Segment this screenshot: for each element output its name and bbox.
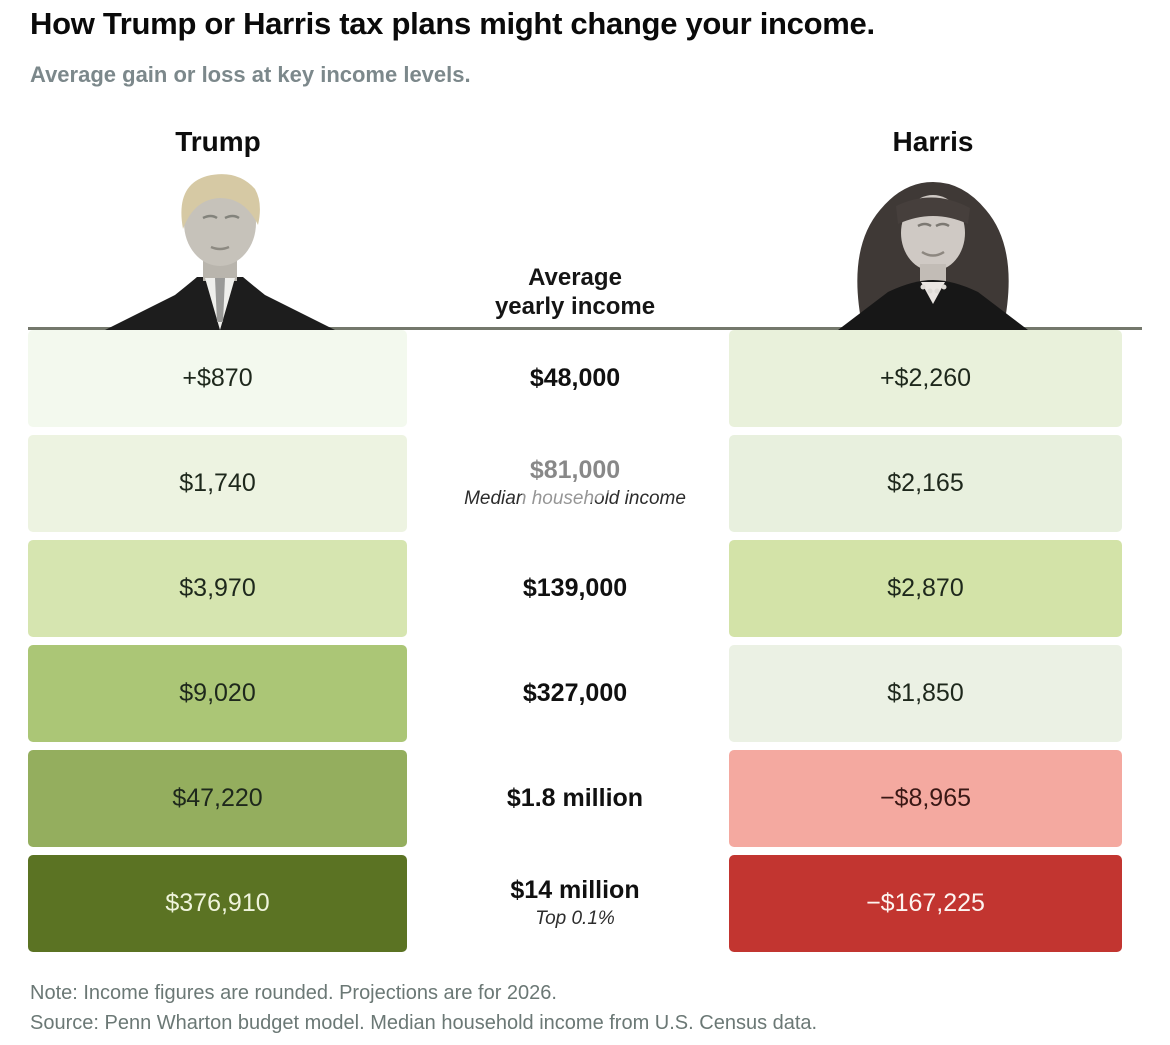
income-cell: $327,000 [407, 645, 729, 742]
trump-change-value: $1,740 [179, 469, 256, 497]
harris-change-cell: $2,870 [729, 540, 1122, 637]
harris-change-value: $1,850 [887, 679, 964, 707]
trump-change-cell: +$870 [28, 330, 407, 427]
harris-change-value: +$2,260 [879, 364, 972, 392]
page-subtitle: Average gain or loss at key income level… [30, 62, 471, 87]
trump-photo [95, 165, 345, 330]
center-header-line2: yearly income [494, 293, 656, 321]
harris-change-value: −$167,225 [866, 889, 985, 917]
play-button[interactable] [512, 396, 652, 536]
harris-change-cell: $1,850 [729, 645, 1122, 742]
trump-change-value: +$870 [182, 364, 253, 392]
trump-change-value: $376,910 [165, 889, 270, 917]
footer: Note: Income figures are rounded. Projec… [30, 978, 1150, 1038]
harris-portrait-graphic [838, 182, 1028, 330]
trump-change-value: $47,220 [172, 784, 263, 812]
income-cell: $1.8 million [407, 750, 729, 847]
footer-note: Note: Income figures are rounded. Projec… [30, 982, 557, 1004]
harris-change-cell: −$167,225 [729, 855, 1122, 952]
trump-portrait-graphic [105, 174, 335, 330]
column-header-harris: Harris [892, 126, 974, 157]
harris-change-cell: $2,165 [729, 435, 1122, 532]
income-value: $139,000 [522, 574, 628, 602]
footer-source: Source: Penn Wharton budget model. Media… [30, 1012, 818, 1034]
page-title: How Trump or Harris tax plans might chan… [30, 6, 875, 41]
trump-change-cell: $3,970 [28, 540, 407, 637]
harris-change-value: −$8,965 [879, 784, 972, 812]
trump-change-cell: $9,020 [28, 645, 407, 742]
income-cell: $14 million Top 0.1% [407, 855, 729, 952]
income-cell: $48,000 [407, 330, 729, 427]
trump-change-value: $3,970 [179, 574, 256, 602]
harris-change-cell: +$2,260 [729, 330, 1122, 427]
income-value: $327,000 [522, 679, 628, 707]
harris-photo [818, 170, 1048, 330]
column-header-average-yearly-income: Average yearly income [407, 264, 729, 322]
income-value: $1.8 million [506, 784, 644, 812]
center-header-line1: Average [528, 264, 622, 292]
play-icon [522, 399, 642, 533]
income-value: $14 million [510, 876, 640, 905]
trump-change-cell: $376,910 [28, 855, 407, 952]
trump-change-cell: $47,220 [28, 750, 407, 847]
income-cell: $139,000 [407, 540, 729, 637]
income-value: $48,000 [529, 364, 621, 392]
comparison-table: +$870 $48,000 +$2,260 $1,740 $81,000Medi… [28, 330, 1122, 952]
header-divider-line [28, 327, 1142, 330]
harris-change-cell: −$8,965 [729, 750, 1122, 847]
column-header-trump: Trump [175, 126, 261, 157]
harris-change-value: $2,870 [887, 574, 964, 602]
harris-change-value: $2,165 [887, 469, 964, 497]
income-note: Top 0.1% [535, 908, 615, 930]
trump-change-cell: $1,740 [28, 435, 407, 532]
trump-change-value: $9,020 [179, 679, 256, 707]
